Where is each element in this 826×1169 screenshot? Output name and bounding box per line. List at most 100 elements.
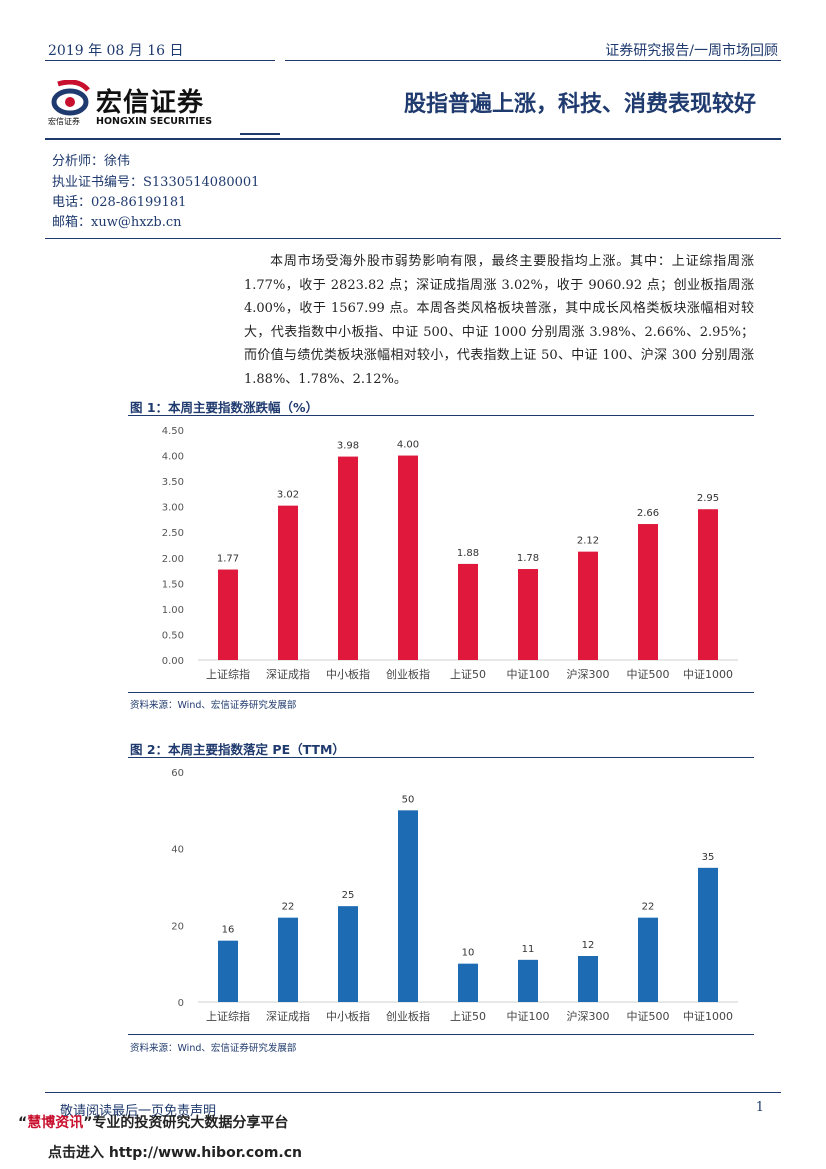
figure-2-chart: 0 20 40 60 16 上证综指 22 深证成指 25 中小板指 50 创业板指 10 上证50 11 中… <box>171 768 738 1023</box>
analyst-phone: 电话：028-86199181 <box>52 195 187 210</box>
figure-1-chart: 0.00 0.50 1.00 1.50 2.00 2.50 3.00 3.50 4.00 4.50… <box>162 426 738 681</box>
fig1-category-label: 上证50 <box>450 668 486 681</box>
fig2-data-label: 12 <box>582 940 595 951</box>
fig1-data-label: 3.98 <box>337 441 359 452</box>
fig2-bar <box>578 956 598 1002</box>
report-type: 证券研究报告/一周市场回顾 <box>605 43 778 59</box>
fig1-ytick-label: 2.00 <box>162 554 184 565</box>
figure-2-source: 资料来源：Wind、宏信证券研究发展部 <box>130 1043 297 1054</box>
analyst-license: 执业证书编号：S1330514080001 <box>52 175 260 190</box>
fig1-data-label: 4.00 <box>397 440 419 451</box>
fig1-ytick-label: 1.00 <box>162 605 184 616</box>
fig1-category-label: 中证500 <box>627 668 670 681</box>
analyst-name: 分析师：徐伟 <box>52 154 131 169</box>
figure-2-rule <box>128 757 754 758</box>
fig1-bar <box>278 505 298 660</box>
fig2-ytick-label: 20 <box>171 921 184 932</box>
fig2-bar <box>458 963 478 1002</box>
fig1-bar <box>578 551 598 660</box>
fig2-data-label: 50 <box>402 794 415 805</box>
fig2-category-label: 中证100 <box>507 1010 550 1023</box>
promo-banner: “慧博资讯”专业的投资研究大数据分享平台 <box>18 1112 288 1132</box>
fig2-category-label: 中证500 <box>627 1010 670 1023</box>
figure-2-bottom-rule <box>128 1034 754 1035</box>
disclaimer-note: 敬请阅读最后一页免责声明 <box>60 1104 217 1119</box>
fig2-bar <box>638 917 658 1002</box>
fig2-category-label: 中小板指 <box>326 1009 370 1023</box>
fig1-bar <box>458 563 478 660</box>
fig1-category-label: 沪深300 <box>567 667 610 681</box>
fig1-data-label: 1.77 <box>217 554 239 565</box>
fig2-category-label: 沪深300 <box>567 1009 610 1023</box>
fig1-ytick-label: 3.00 <box>162 503 184 514</box>
fig2-category-label: 创业板指 <box>386 1009 430 1023</box>
fig1-bar <box>338 456 358 660</box>
fig2-data-label: 10 <box>462 948 475 959</box>
header-accent-rule <box>240 133 280 135</box>
header-rule-left <box>45 60 275 61</box>
fig1-ytick-label: 2.50 <box>162 528 184 539</box>
fig2-category-label: 上证50 <box>450 1010 486 1023</box>
fig2-category-label: 深证成指 <box>266 1009 310 1023</box>
fig1-category-label: 上证综指 <box>206 667 250 681</box>
analyst-rule <box>45 238 781 239</box>
figure-1-bottom-rule <box>128 692 754 693</box>
fig2-ytick-label: 60 <box>171 768 184 779</box>
page-number: 1 <box>755 1100 764 1115</box>
fig2-ytick-label: 40 <box>171 845 184 856</box>
fig2-bar <box>338 906 358 1002</box>
fig1-ytick-label: 0.00 <box>162 656 184 667</box>
analyst-email: 邮箱：xuw@hxzb.cn <box>52 215 182 230</box>
fig1-ytick-label: 1.50 <box>162 579 184 590</box>
company-logo-icon <box>51 80 90 116</box>
fig1-ytick-label: 0.50 <box>162 630 184 641</box>
fig1-data-label: 2.95 <box>697 493 719 504</box>
fig1-data-label: 2.12 <box>577 536 599 547</box>
fig2-data-label: 11 <box>522 944 535 955</box>
fig1-ytick-label: 4.00 <box>162 452 184 463</box>
fig2-bar <box>518 959 538 1002</box>
summary-paragraph: 本周市场受海外股市弱势影响有限，最终主要股指均上涨。其中：上证综指周涨 1.77… <box>244 254 754 387</box>
promo-link[interactable]: 点击进入 http://www.hibor.com.cn <box>48 1145 303 1161</box>
company-logo-subtext: 宏信证券 <box>48 117 80 126</box>
fig1-ytick-label: 4.50 <box>162 426 184 437</box>
fig2-bar <box>278 917 298 1002</box>
figure-1-title: 图 1：本周主要指数涨跌幅（%） <box>130 400 319 415</box>
fig1-category-label: 深证成指 <box>266 667 310 681</box>
fig1-bar <box>698 509 718 660</box>
promo-brand: 慧博资讯 <box>27 1115 84 1131</box>
company-logo-text: 宏信证券 <box>96 88 205 118</box>
fig2-ytick-label: 0 <box>178 998 184 1009</box>
fig2-category-label: 中证1000 <box>683 1010 733 1023</box>
fig1-bar <box>398 455 418 660</box>
promo-quote-open: “ <box>18 1115 28 1131</box>
fig1-category-label: 中证1000 <box>683 668 733 681</box>
fig1-data-label: 1.78 <box>517 553 539 564</box>
report-date: 2019 年 08 月 16 日 <box>48 43 184 59</box>
fig1-bar <box>518 569 538 660</box>
report-title: 股指普遍上涨，科技、消费表现较好 <box>403 92 756 117</box>
fig2-data-label: 22 <box>282 902 295 913</box>
fig1-category-label: 中小板指 <box>326 667 370 681</box>
footer-rule <box>45 1092 781 1093</box>
header-rule-main <box>45 138 781 140</box>
fig1-category-label: 中证100 <box>507 668 550 681</box>
company-logo-english: HONGXIN SECURITIES <box>96 116 213 127</box>
fig2-bar <box>398 810 418 1002</box>
fig1-data-label: 3.02 <box>277 490 299 501</box>
fig2-bar <box>218 940 238 1002</box>
fig1-data-label: 1.88 <box>457 548 479 559</box>
fig2-data-label: 35 <box>702 852 715 863</box>
figure-1-source: 资料来源：Wind、宏信证券研究发展部 <box>130 700 297 711</box>
fig1-data-label: 2.66 <box>637 508 659 519</box>
fig1-category-label: 创业板指 <box>386 667 430 681</box>
figure-2-title: 图 2：本周主要指数落定 PE（TTM） <box>130 742 345 757</box>
promo-tagline: ”专业的投资研究大数据分享平台 <box>83 1115 289 1131</box>
fig2-bar <box>698 867 718 1002</box>
fig1-bar <box>638 524 658 660</box>
figure-1-rule <box>128 415 754 416</box>
fig2-data-label: 25 <box>342 890 355 901</box>
fig1-bar <box>218 569 238 660</box>
fig2-data-label: 22 <box>642 902 655 913</box>
header-rule-right <box>285 60 781 61</box>
